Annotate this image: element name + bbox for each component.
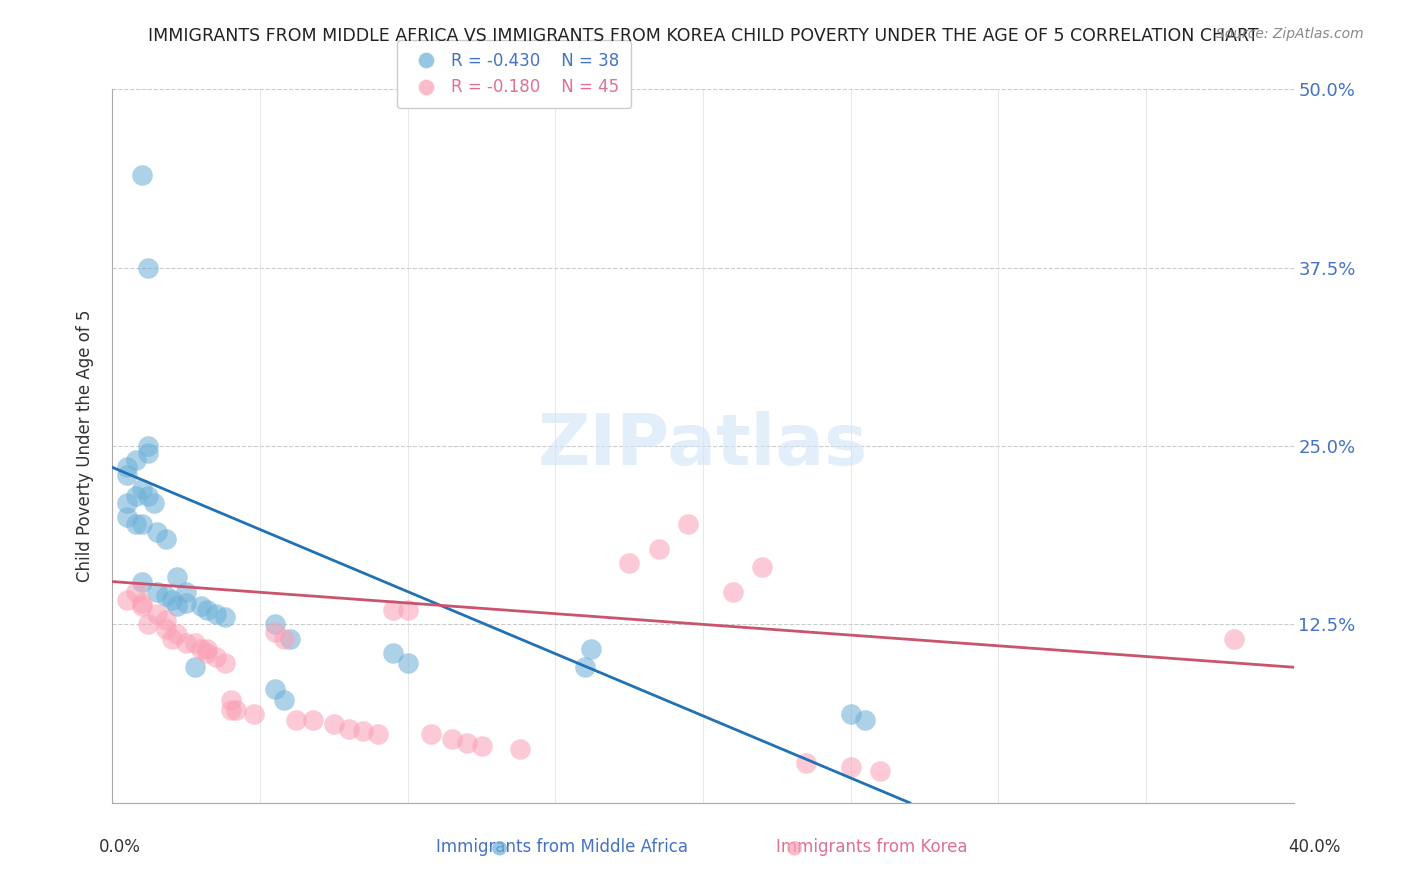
Point xyxy=(382,646,405,660)
Point xyxy=(509,741,531,756)
Point xyxy=(243,707,266,722)
Point xyxy=(337,722,360,736)
Point xyxy=(136,446,159,460)
Point xyxy=(184,660,207,674)
Point xyxy=(219,693,242,707)
Point xyxy=(273,693,295,707)
Legend: R = -0.430    N = 38, R = -0.180    N = 45: R = -0.430 N = 38, R = -0.180 N = 45 xyxy=(398,40,631,108)
Text: ZIPatlas: ZIPatlas xyxy=(538,411,868,481)
Text: Source: ZipAtlas.com: Source: ZipAtlas.com xyxy=(1216,27,1364,41)
Point xyxy=(166,627,188,641)
Point xyxy=(125,489,148,503)
Point xyxy=(131,168,153,182)
Point xyxy=(456,736,478,750)
Point xyxy=(190,599,212,613)
Point xyxy=(839,760,862,774)
Point xyxy=(125,453,148,467)
Point xyxy=(117,593,138,607)
Point xyxy=(619,556,641,570)
Text: ●: ● xyxy=(786,838,803,857)
Point xyxy=(117,496,138,510)
Point xyxy=(146,524,169,539)
Point xyxy=(117,460,138,475)
Point xyxy=(142,496,165,510)
Point xyxy=(302,713,325,727)
Point xyxy=(184,636,207,650)
Point xyxy=(160,593,183,607)
Point xyxy=(323,717,346,731)
Text: IMMIGRANTS FROM MIDDLE AFRICA VS IMMIGRANTS FROM KOREA CHILD POVERTY UNDER THE A: IMMIGRANTS FROM MIDDLE AFRICA VS IMMIGRA… xyxy=(148,27,1258,45)
Point xyxy=(117,467,138,482)
Y-axis label: Child Poverty Under the Age of 5: Child Poverty Under the Age of 5 xyxy=(76,310,94,582)
Point xyxy=(574,660,596,674)
Point xyxy=(195,641,218,656)
Point xyxy=(264,624,287,639)
Point xyxy=(174,636,197,650)
Point xyxy=(1223,632,1246,646)
Point xyxy=(470,739,494,753)
Point xyxy=(751,560,773,574)
Point xyxy=(131,517,153,532)
Point xyxy=(155,613,177,627)
Text: 0.0%: 0.0% xyxy=(98,838,141,856)
Point xyxy=(125,517,148,532)
Point xyxy=(382,603,405,617)
Point xyxy=(796,756,818,770)
Point xyxy=(855,713,877,727)
Point xyxy=(146,584,169,599)
Point xyxy=(273,632,295,646)
Point xyxy=(721,584,744,599)
Point xyxy=(205,650,228,665)
Point xyxy=(146,607,169,622)
Point xyxy=(214,610,236,624)
Point xyxy=(131,599,153,613)
Point xyxy=(205,607,228,622)
Point xyxy=(160,632,183,646)
Text: Immigrants from Middle Africa: Immigrants from Middle Africa xyxy=(436,838,689,856)
Point xyxy=(678,517,700,532)
Point xyxy=(214,656,236,670)
Point xyxy=(441,731,464,746)
Point xyxy=(195,603,218,617)
Text: Immigrants from Korea: Immigrants from Korea xyxy=(776,838,967,856)
Point xyxy=(869,764,891,779)
Point xyxy=(579,641,602,656)
Point xyxy=(155,532,177,546)
Point xyxy=(190,641,212,656)
Point xyxy=(155,622,177,636)
Point xyxy=(278,632,301,646)
Point xyxy=(174,584,197,599)
Point xyxy=(396,603,419,617)
Point xyxy=(125,584,148,599)
Point xyxy=(839,707,862,722)
Point xyxy=(131,574,153,589)
Point xyxy=(117,510,138,524)
Point xyxy=(219,703,242,717)
Point xyxy=(284,713,307,727)
Point xyxy=(264,681,287,696)
Point xyxy=(131,482,153,496)
Point xyxy=(396,656,419,670)
Text: ●: ● xyxy=(491,838,508,857)
Point xyxy=(352,724,374,739)
Point xyxy=(225,703,247,717)
Point xyxy=(264,617,287,632)
Point xyxy=(174,596,197,610)
Point xyxy=(131,596,153,610)
Point xyxy=(136,260,159,275)
Point xyxy=(647,541,671,556)
Point xyxy=(136,489,159,503)
Point xyxy=(155,589,177,603)
Point xyxy=(166,599,188,613)
Point xyxy=(166,570,188,584)
Point xyxy=(136,439,159,453)
Point xyxy=(136,617,159,632)
Point xyxy=(420,727,443,741)
Text: 40.0%: 40.0% xyxy=(1288,838,1341,856)
Point xyxy=(367,727,389,741)
Point xyxy=(195,646,218,660)
